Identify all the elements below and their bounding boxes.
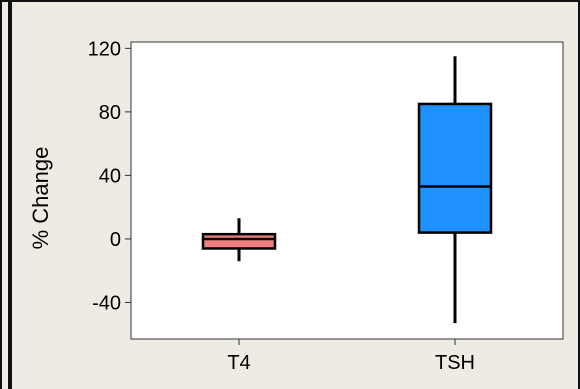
y-tick-label: -40 (92, 292, 121, 314)
plot-area (130, 41, 564, 340)
box-body (417, 102, 493, 234)
x-tick-label: T4 (227, 352, 250, 374)
box-t4 (201, 218, 277, 262)
y-tick-label: 0 (110, 229, 121, 251)
box-tsh (417, 56, 493, 324)
box-body (201, 232, 277, 250)
x-axis: T4 TSH (227, 339, 475, 374)
x-tick-label: TSH (435, 352, 475, 374)
box-series (201, 56, 493, 324)
y-tick-label: 80 (99, 102, 121, 124)
y-tick-label: 120 (88, 38, 121, 60)
frame-left-rule (8, 0, 12, 389)
y-axis: -40 0 40 80 120 (88, 38, 131, 314)
y-axis-label: % Change (28, 147, 53, 250)
y-tick-label: 40 (99, 165, 121, 187)
